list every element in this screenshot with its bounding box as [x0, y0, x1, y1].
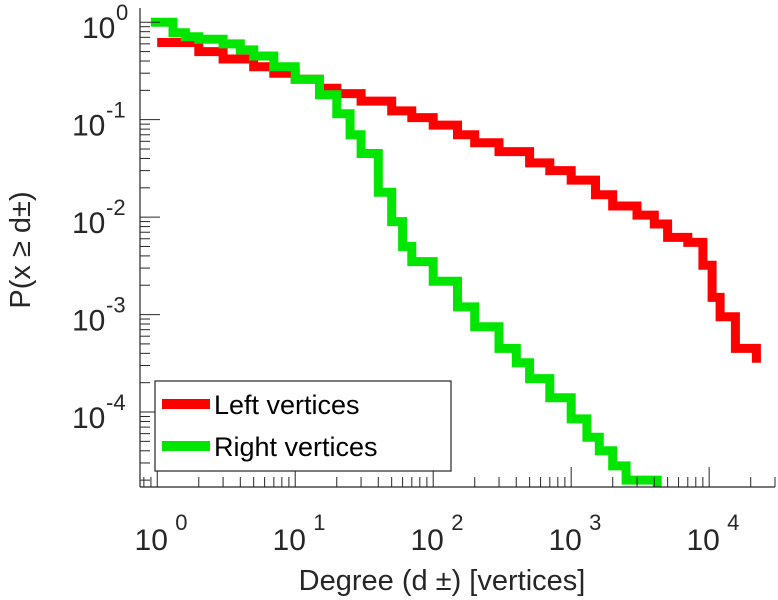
y-tick-base: 10	[72, 305, 105, 338]
x-tick-label: 10 3	[548, 510, 601, 557]
legend: Left vertices Right vertices	[154, 380, 452, 472]
y-tick-exponent: -3	[106, 293, 126, 318]
series-line-right-vertices	[150, 17, 662, 487]
y-tick-exponent: -2	[106, 195, 126, 220]
series-line-left-vertices	[157, 38, 761, 363]
y-tick-exponent: -1	[106, 98, 126, 123]
x-tick-base: 10	[135, 524, 168, 557]
x-tick-exponent: 2	[451, 510, 463, 535]
y-tick-label: 10 -3	[72, 293, 126, 338]
x-tick-label: 10 4	[686, 510, 739, 557]
x-tick-exponent: 4	[727, 510, 739, 535]
y-tick-base: 10	[72, 207, 105, 240]
x-tick-base: 10	[686, 524, 719, 557]
x-tick-label: 10 1	[273, 510, 326, 557]
y-tick-exponent: -4	[106, 390, 126, 415]
legend-box	[154, 380, 452, 472]
y-tick-label: 10 -2	[72, 195, 126, 240]
y-tick-base: 10	[72, 402, 105, 435]
x-axis-title: Degree (d ±) [vertices]	[299, 565, 586, 597]
y-tick-exponent: 0	[116, 0, 128, 25]
x-tick-exponent: 1	[313, 510, 325, 535]
x-tick-labels: 10 0 10 1 10 2 10 3 10 4	[135, 510, 740, 557]
y-tick-base: 10	[72, 110, 105, 143]
y-axis-title: P(x ≥ d±)	[5, 191, 37, 308]
y-tick-label: 10 -4	[72, 390, 126, 435]
y-tick-label: 10 -1	[72, 98, 126, 143]
y-tick-base: 10	[82, 12, 115, 45]
x-tick-base: 10	[548, 524, 581, 557]
x-tick-base: 10	[411, 524, 444, 557]
legend-label-left: Left vertices	[214, 390, 360, 420]
legend-label-right: Right vertices	[214, 432, 378, 462]
x-tick-exponent: 3	[589, 510, 601, 535]
x-tick-base: 10	[273, 524, 306, 557]
x-tick-exponent: 0	[175, 510, 187, 535]
series-layer	[150, 17, 761, 487]
x-tick-label: 10 2	[411, 510, 464, 557]
y-tick-label: 10 0	[82, 0, 128, 45]
x-tick-label: 10 0	[135, 510, 188, 557]
axes-layer	[139, 8, 776, 488]
